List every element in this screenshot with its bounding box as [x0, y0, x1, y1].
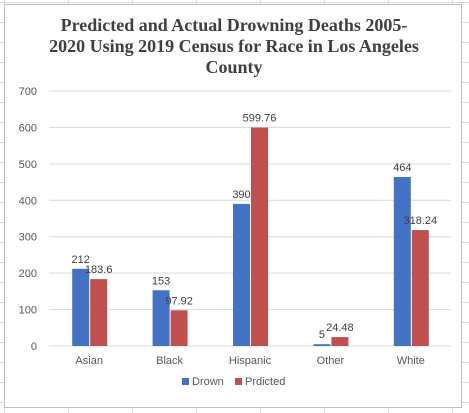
y-tick-label: 100 [19, 305, 37, 317]
data-label-prdicted: 318.24 [403, 215, 437, 227]
bar-prdicted-hispanic[interactable] [251, 127, 268, 347]
bar-drown-black[interactable] [152, 290, 170, 346]
y-tick-label: 200 [19, 268, 37, 280]
legend-swatch [235, 378, 242, 385]
bar-drown-asian[interactable] [72, 268, 90, 346]
data-label-prdicted: 599.76 [243, 113, 277, 125]
y-tick-label: 300 [19, 232, 37, 244]
bar-prdicted-asian[interactable] [90, 279, 108, 346]
bar-drown-other[interactable] [313, 344, 331, 346]
data-label-drown: 390 [232, 189, 250, 201]
y-tick-label: 400 [19, 195, 37, 207]
x-tick-label: Other [317, 355, 345, 367]
legend-label: Prdicted [245, 376, 285, 388]
data-label-prdicted: 97.92 [165, 295, 193, 307]
data-label-drown: 464 [393, 162, 411, 174]
chart-title: Predicted and Actual Drowning Deaths 200… [49, 15, 419, 77]
data-label-prdicted: 24.48 [326, 322, 354, 334]
x-tick-label: Hispanic [229, 355, 272, 367]
y-tick-label: 0 [31, 341, 37, 353]
bar-drown-hispanic[interactable] [233, 203, 250, 346]
data-label-drown: 212 [72, 254, 90, 266]
x-tick-label: White [397, 355, 425, 367]
y-tick-label: 500 [19, 159, 37, 171]
bar-prdicted-other[interactable] [331, 337, 349, 346]
y-tick-label: 700 [19, 86, 37, 98]
data-label-drown: 5 [319, 329, 325, 341]
chart-container[interactable]: Predicted and Actual Drowning Deaths 200… [4, 4, 462, 408]
x-tick-label: Black [156, 355, 183, 367]
data-label-drown: 153 [152, 275, 170, 287]
bar-prdicted-white[interactable] [411, 230, 429, 346]
legend-label: Drown [192, 376, 224, 388]
bar-prdicted-black[interactable] [170, 310, 188, 346]
bar-drown-white[interactable] [393, 176, 411, 346]
x-tick-label: Asian [75, 355, 103, 367]
legend-swatch [182, 378, 189, 385]
data-label-prdicted: 183.6 [85, 264, 113, 276]
y-tick-label: 600 [19, 122, 37, 134]
